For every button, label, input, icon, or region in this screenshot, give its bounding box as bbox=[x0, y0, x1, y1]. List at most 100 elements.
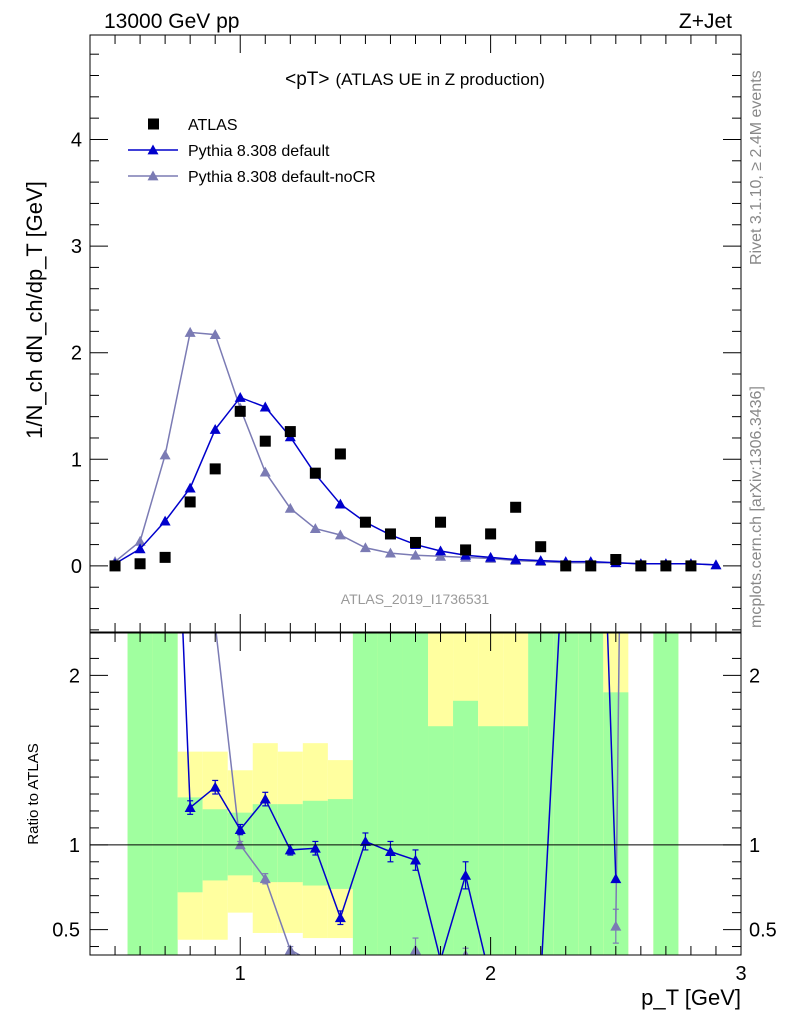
pythia-default-marker bbox=[435, 545, 447, 556]
pythia-default-marker bbox=[710, 559, 722, 570]
atlas-data-point bbox=[109, 560, 121, 572]
atlas-data-point bbox=[635, 560, 647, 572]
main-y-axis: 0 1 2 3 4 bbox=[71, 35, 741, 632]
main-y-tick-label: 1 bbox=[71, 449, 82, 471]
main-y-tick-label: 3 bbox=[71, 236, 82, 258]
ratio-y-tick-label-right: 0.5 bbox=[749, 920, 777, 942]
atlas-data-point bbox=[460, 544, 472, 556]
atlas-data-point bbox=[510, 501, 522, 513]
main-panel: 0 1 2 3 4 <pT> (ATLAS UE in Z production) ATL… bbox=[22, 34, 742, 633]
pythia-default-marker bbox=[134, 543, 146, 554]
atlas-data-point bbox=[309, 467, 321, 479]
atlas-data-point bbox=[184, 496, 196, 508]
pythia-default-ratio-marker bbox=[234, 824, 246, 834]
ratio-y-tick-label-right: 2 bbox=[749, 665, 760, 687]
pythia-default-ratio-marker bbox=[309, 842, 321, 853]
atlas-data-point bbox=[535, 541, 547, 553]
ratio-band-inner bbox=[127, 633, 153, 955]
main-y-axis-label: 1/N_ch dN_ch/dp_T [GeV] bbox=[22, 181, 47, 439]
atlas-data-point bbox=[384, 528, 396, 540]
pythia-nocr-marker bbox=[384, 547, 396, 558]
legend-pythia-nocr-swatch-marker bbox=[147, 170, 159, 181]
main-y-tick-label: 2 bbox=[71, 343, 82, 365]
pythia-nocr-marker bbox=[134, 535, 146, 546]
main-title-sub: (ATLAS UE in Z production) bbox=[335, 70, 544, 89]
pythia-default-ratio-marker bbox=[209, 781, 221, 792]
ratio-band-inner bbox=[553, 633, 579, 955]
atlas-data-point bbox=[234, 405, 246, 417]
ratio-band-inner bbox=[453, 700, 479, 955]
atlas-data-point bbox=[134, 558, 146, 570]
legend-pythia-default-swatch-marker bbox=[147, 144, 159, 155]
x-tick-label: 3 bbox=[735, 963, 746, 985]
pythia-default-ratio-marker bbox=[610, 873, 622, 884]
atlas-data-point bbox=[660, 560, 672, 572]
legend-pythia-default-label: Pythia 8.308 default bbox=[188, 143, 330, 160]
mcplots-label: mcplots.cern.ch [arXiv:1306.3436] bbox=[748, 386, 765, 628]
pythia-default-marker bbox=[535, 555, 547, 565]
atlas-data-point bbox=[410, 536, 421, 548]
pythia-nocr-ratio-marker bbox=[234, 839, 246, 850]
header-process-label: Z+Jet bbox=[679, 10, 732, 33]
atlas-data-point bbox=[685, 560, 697, 572]
main-y-tick-label: 4 bbox=[71, 129, 82, 151]
atlas-data-point bbox=[585, 560, 597, 572]
atlas-data-point bbox=[284, 426, 296, 438]
header-energy-label: 13000 GeV pp bbox=[104, 10, 239, 33]
pythia-nocr-marker bbox=[359, 542, 371, 553]
pythia-nocr-marker bbox=[284, 502, 296, 513]
ratio-panel: 0.5 0.5 1 1 2 2 1 2 3 Ratio to ATLAS p_T [GeV] bbox=[25, 632, 777, 1010]
ratio-band-inner bbox=[478, 726, 504, 955]
legend-pythia-nocr-label: Pythia 8.308 default-noCR bbox=[188, 169, 376, 186]
atlas-data-point bbox=[485, 528, 497, 540]
analysis-id-label: ATLAS_2019_I1736531 bbox=[341, 591, 490, 607]
ratio-uncertainty-bands bbox=[127, 633, 679, 955]
main-title-main: <pT> bbox=[285, 69, 329, 90]
ratio-band-inner bbox=[653, 633, 679, 955]
ratio-band-inner bbox=[152, 633, 178, 955]
pythia-default-marker bbox=[184, 482, 196, 493]
pythia-default-ratio-marker bbox=[410, 854, 421, 865]
pythia-nocr-marker bbox=[184, 326, 196, 337]
ratio-y-axis-label: Ratio to ATLAS bbox=[25, 743, 42, 844]
pythia-default-ratio-marker bbox=[384, 846, 396, 857]
ratio-band-inner bbox=[428, 726, 454, 955]
pythia-default-ratio-marker bbox=[184, 802, 196, 812]
x-axis-label: p_T [GeV] bbox=[641, 985, 741, 1010]
pythia-default-marker bbox=[259, 401, 271, 412]
ratio-y-tick-label: 0.5 bbox=[52, 920, 80, 942]
main-y-tick-label: 0 bbox=[71, 556, 82, 578]
pythia-default-ratio-marker bbox=[460, 869, 472, 880]
atlas-data-point bbox=[259, 435, 271, 447]
pythia-nocr-marker bbox=[410, 549, 421, 560]
main-plot-area bbox=[109, 326, 722, 572]
ratio-band-inner bbox=[503, 726, 529, 955]
main-title: <pT> (ATLAS UE in Z production) bbox=[285, 69, 545, 90]
pythia-nocr-marker bbox=[309, 523, 321, 533]
pythia-nocr-marker bbox=[159, 449, 171, 460]
pythia-nocr-marker bbox=[209, 329, 221, 339]
ratio-band-inner bbox=[377, 633, 403, 955]
ratio-y-tick-label: 1 bbox=[69, 835, 80, 857]
ratio-band-inner bbox=[603, 692, 629, 955]
atlas-data-point bbox=[159, 551, 171, 563]
pythia-default-marker bbox=[209, 423, 221, 434]
pythia-default-ratio-marker bbox=[334, 912, 346, 923]
main-y-axis-label-text: 1/N_ch dN_ch/dp_T [GeV] bbox=[22, 181, 47, 439]
legend-atlas-label: ATLAS bbox=[188, 117, 238, 134]
ratio-band-inner bbox=[528, 633, 554, 955]
atlas-data-point bbox=[334, 448, 346, 460]
ratio-y-tick-label: 2 bbox=[69, 665, 80, 687]
pythia-nocr-ratio-marker bbox=[259, 873, 271, 884]
pythia-default-marker bbox=[510, 554, 522, 564]
atlas-data-point bbox=[209, 463, 221, 475]
atlas-data-point bbox=[560, 560, 572, 572]
x-tick-label: 1 bbox=[235, 963, 246, 985]
ratio-band-inner bbox=[327, 799, 353, 889]
rivet-version-label: Rivet 3.1.10, ≥ 2.4M events bbox=[748, 70, 765, 265]
ratio-band-inner bbox=[277, 804, 303, 883]
legend: ATLAS Pythia 8.308 default Pythia 8.308 de… bbox=[128, 117, 376, 186]
legend-atlas-swatch bbox=[148, 118, 159, 130]
atlas-data-point bbox=[359, 516, 371, 528]
